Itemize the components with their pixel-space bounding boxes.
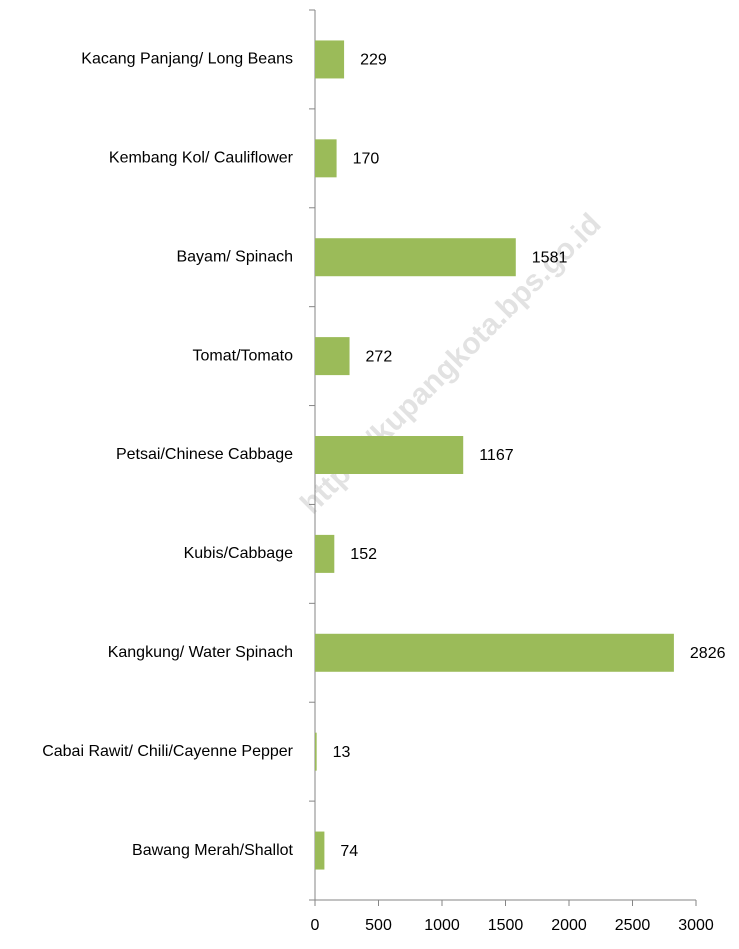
x-tick-label: 2000: [551, 917, 587, 934]
data-label: 170: [353, 151, 380, 168]
bar: [315, 732, 317, 771]
data-label: 229: [360, 52, 387, 69]
bar: [315, 139, 337, 178]
y-tick-label: Bawang Merah/Shallot: [132, 842, 294, 859]
x-tick-label: 500: [365, 917, 392, 934]
x-tick-label: 1500: [488, 917, 524, 934]
bar: [315, 534, 335, 573]
data-label: 1581: [532, 249, 568, 266]
x-tick-label: 3000: [678, 917, 714, 934]
bar: [315, 633, 674, 672]
y-tick-label: Kacang Panjang/ Long Beans: [81, 51, 293, 68]
data-label: 272: [366, 348, 393, 365]
data-label: 152: [350, 546, 377, 563]
x-tick-label: 2500: [615, 917, 651, 934]
y-tick-label: Cabai Rawit/ Chili/Cayenne Pepper: [42, 743, 293, 760]
data-label: 74: [340, 843, 358, 860]
y-tick-label: Kangkung/ Water Spinach: [108, 644, 293, 661]
y-tick-label: Kubis/Cabbage: [184, 545, 294, 562]
data-label: 13: [333, 744, 351, 761]
x-tick-label: 0: [311, 917, 320, 934]
y-tick-label: Tomat/Tomato: [193, 347, 294, 364]
y-tick-label: Kembang Kol/ Cauliflower: [109, 150, 294, 167]
data-label: 2826: [690, 645, 726, 662]
x-tick-label: 1000: [424, 917, 460, 934]
y-tick-label: Bayam/ Spinach: [176, 248, 293, 265]
bar: [315, 238, 516, 277]
bar: [315, 40, 345, 79]
y-tick-label: Petsai/Chinese Cabbage: [116, 446, 293, 463]
data-label: 1167: [479, 447, 514, 464]
bar: [315, 831, 325, 870]
bar: [315, 436, 464, 474]
bar: [315, 337, 350, 376]
